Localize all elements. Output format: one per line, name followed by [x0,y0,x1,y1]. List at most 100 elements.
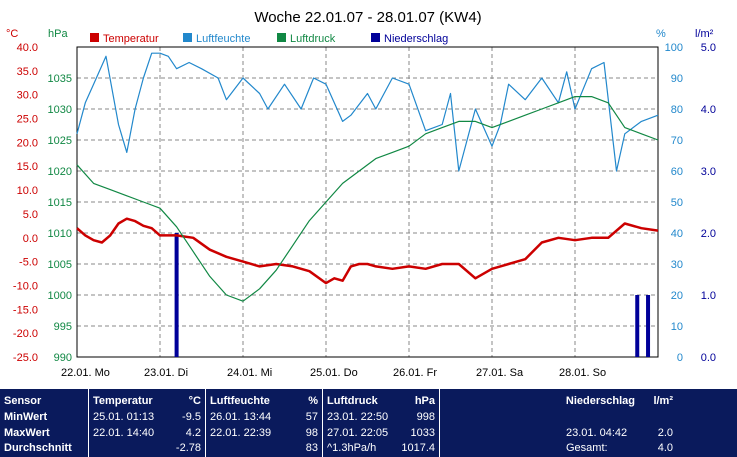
stats-humidity-col: Luftfeuchte% 26.01. 13:44 57 22.01. 22:39… [206,389,322,457]
temp-tick-label: -10.0 [13,280,38,292]
precip-tick-label: 1.0 [701,290,716,302]
series-lines [76,52,659,302]
x-tick-label: 28.01. So [559,367,606,379]
stats-row-label: Durchschnitt [4,442,72,454]
legend-swatch [277,33,286,42]
stats-precip-max-time: 23.01. 04:42 [566,427,628,439]
series-line-pressure [76,95,659,302]
stats-humidity-min-value: 57 [305,411,318,423]
temp-tick-label: -20.0 [13,328,38,340]
stats-temp-min-time: 25.01. 01:13 [93,411,155,423]
stats-humidity-unit: % [308,395,318,407]
humidity-tick-label: 60 [671,166,683,178]
pressure-tick-label: 1015 [48,197,72,209]
chart-title: Woche 22.01.07 - 28.01.07 (KW4) [254,9,481,26]
stats-temp-header: Temperatur [93,395,153,407]
precip-tick-label: 5.0 [701,42,716,54]
humidity-tick-label: 30 [671,259,683,271]
stats-row-label: MinWert [4,411,48,423]
precip-bar [174,233,179,357]
stats-humidity-header: Luftfeuchte [210,395,270,407]
stats-precip-max-value: 2.0 [657,427,673,439]
stats-pressure-unit: hPa [414,395,435,407]
stats-humidity-max-time: 22.01. 22:39 [210,427,272,439]
pressure-tick-label: 1010 [48,228,72,240]
precip-tick-label: 0.0 [701,352,716,364]
precip-bar [635,295,640,357]
stats-pressure-col: Luftdruck hPa 23.01. 22:50 998 27.01. 22:0… [323,389,439,457]
stats-divider [322,389,323,457]
legend-label: Temperatur [103,33,159,45]
chart-svg: Woche 22.01.07 - 28.01.07 (KW4) °C hPa %… [6,9,716,379]
temp-unit-label: °C [6,28,18,40]
temp-tick-label: 10.0 [17,185,38,197]
pressure-tick-label: 1035 [48,73,72,85]
stats-humidity-min-time: 26.01. 13:44 [210,411,272,423]
temp-tick-label: 35.0 [17,66,38,78]
stats-humidity-max-value: 98 [305,427,318,439]
x-tick-label: 27.01. Sa [476,367,524,379]
humidity-tick-label: 10 [671,321,683,333]
stats-precip-total-label: Gesamt: [566,442,608,454]
stats-temp-max-value: 4.2 [185,427,201,439]
axes: 40.0 35.0 30.0 25.0 20.0 15.0 10.0 5.0 0.0 -5.0 -1… [13,42,716,379]
stats-pressure-avg-value: 1017.4 [401,442,435,454]
stats-precip-col: Niederschlag l/m² 23.01. 04:42 2.0 Gesamt:… [440,389,677,457]
temp-tick-label: -25.0 [13,352,38,364]
precip-tick-label: 4.0 [701,104,716,116]
pressure-tick-label: 1000 [48,290,72,302]
stats-temp-unit: °C [188,395,201,407]
precip-bars [174,233,651,357]
stats-pressure-trend: ^1.3hPa/h [327,442,377,454]
pressure-tick-label: 1020 [48,166,72,178]
stats-sensor-header: Sensor [4,395,42,407]
pressure-tick-label: 1025 [48,135,72,147]
humidity-tick-label: 40 [671,228,683,240]
precip-tick-label: 3.0 [701,166,716,178]
stats-pressure-min-value: 998 [416,411,435,423]
precip-tick-label: 2.0 [701,228,716,240]
legend-label: Luftfeuchte [196,33,250,45]
stats-pressure-max-value: 1033 [410,427,435,439]
legend: Temperatur Luftfeuchte Luftdruck Niederschl… [90,33,448,45]
stats-divider [205,389,206,457]
stats-temp-col: Temperatur °C 25.01. 01:13 -9.5 22.01. 14:… [89,389,205,457]
series-line-humidity [76,52,659,172]
stats-pressure-header: Luftdruck [327,395,378,407]
stats-precip-unit: l/m² [653,395,673,407]
legend-swatch [183,33,192,42]
legend-swatch [371,33,380,42]
x-tick-label: 22.01. Mo [61,367,110,379]
stats-row-label: MaxWert [4,427,50,439]
humidity-tick-label: 80 [671,104,683,116]
humidity-tick-label: 0 [677,352,683,364]
temp-tick-label: 40.0 [17,42,38,54]
stats-divider [88,389,89,457]
x-tick-label: 23.01. Di [144,367,188,379]
humidity-tick-label: 50 [671,197,683,209]
plot-frame [76,46,659,358]
precip-bar [646,295,651,357]
stats-temp-min-value: -9.5 [182,411,201,423]
humidity-tick-label: 90 [671,73,683,85]
legend-label: Luftdruck [290,33,336,45]
humidity-tick-label: 20 [671,290,683,302]
legend-swatch [90,33,99,42]
pressure-unit-label: hPa [48,28,68,40]
stats-temp-max-time: 22.01. 14:40 [93,427,155,439]
precip-unit-label: l/m² [695,28,714,40]
x-tick-label: 26.01. Fr [393,367,437,379]
temp-tick-label: 20.0 [17,137,38,149]
pressure-tick-label: 1005 [48,259,72,271]
stats-humidity-avg-value: 83 [305,442,318,454]
x-tick-label: 24.01. Mi [227,367,272,379]
temp-tick-label: 0.0 [23,233,38,245]
pressure-tick-label: 995 [54,321,72,333]
stats-temp-avg-value: -2.78 [175,442,201,454]
temp-tick-label: -5.0 [19,257,38,269]
temp-tick-label: -15.0 [13,304,38,316]
stats-precip-header: Niederschlag [565,395,635,407]
pressure-tick-label: 1030 [48,104,72,116]
temp-tick-label: 30.0 [17,90,38,102]
stats-sensor-col: Sensor MinWert MaxWert Durchschnitt [0,389,88,457]
